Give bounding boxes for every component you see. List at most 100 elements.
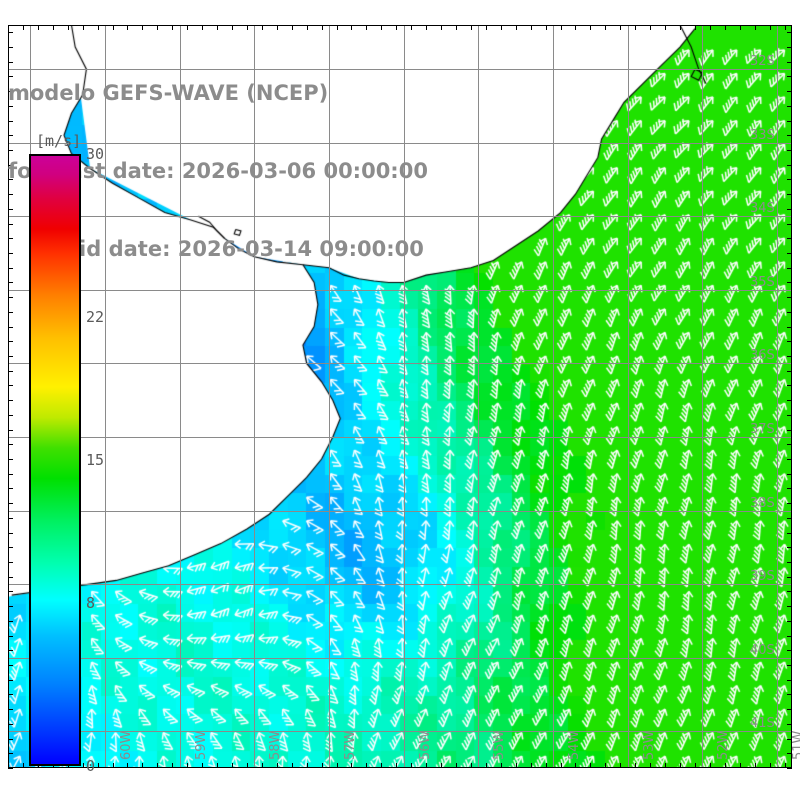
- tick-mark: [8, 370, 13, 372]
- longitude-label: 60W: [119, 730, 135, 760]
- tick-mark: [635, 25, 637, 30]
- grid-line-lon: [777, 25, 779, 768]
- grid-line-lon: [702, 25, 704, 768]
- tick-mark: [276, 25, 278, 30]
- tick-mark: [739, 763, 741, 768]
- tick-mark: [787, 47, 792, 49]
- tick-mark: [8, 91, 13, 93]
- grid-line-lat: [8, 69, 792, 71]
- tick-mark: [754, 25, 756, 30]
- tick-mark: [157, 25, 159, 30]
- tick-mark: [8, 208, 13, 210]
- tick-mark: [620, 763, 622, 768]
- tick-mark: [217, 763, 219, 768]
- tick-mark: [787, 61, 792, 63]
- tick-mark: [291, 25, 293, 30]
- tick-mark: [8, 385, 13, 387]
- tick-mark: [754, 763, 756, 768]
- tick-mark: [787, 105, 792, 107]
- longitude-label: 56W: [417, 730, 433, 760]
- tick-mark: [787, 179, 792, 181]
- tick-mark: [67, 25, 69, 30]
- tick-mark: [8, 25, 9, 30]
- tick-mark: [605, 763, 607, 768]
- tick-mark: [680, 763, 681, 768]
- longitude-label: 53W: [641, 730, 657, 760]
- tick-mark: [8, 650, 13, 652]
- grid-line-lat: [8, 657, 792, 659]
- tick-mark: [8, 414, 13, 416]
- tick-mark: [787, 253, 792, 255]
- tick-mark: [202, 763, 204, 768]
- wind-field-canvas: [8, 25, 792, 768]
- tick-mark: [787, 135, 792, 137]
- latitude-label: 32S: [750, 54, 775, 70]
- tick-mark: [485, 25, 487, 30]
- tick-mark: [291, 763, 293, 768]
- tick-mark: [232, 25, 233, 30]
- tick-mark: [739, 25, 741, 30]
- tick-mark: [97, 763, 99, 768]
- tick-mark: [351, 763, 353, 768]
- tick-mark: [157, 763, 159, 768]
- latitude-label: 38S: [750, 495, 775, 511]
- tick-mark: [8, 488, 13, 490]
- colorbar[interactable]: [29, 154, 81, 766]
- tick-mark: [8, 753, 13, 755]
- longitude-label: 59W: [193, 730, 209, 760]
- tick-mark: [246, 763, 248, 768]
- tick-mark: [8, 591, 13, 593]
- tick-mark: [8, 562, 13, 564]
- grid-line-lon: [179, 25, 181, 768]
- tick-mark: [411, 763, 413, 768]
- tick-mark: [8, 709, 13, 711]
- tick-mark: [8, 179, 13, 181]
- tick-mark: [787, 326, 792, 328]
- grid-line-lon: [627, 25, 629, 768]
- tick-mark: [8, 238, 13, 240]
- tick-mark: [787, 164, 792, 166]
- tick-mark: [8, 356, 13, 358]
- tick-mark: [456, 25, 457, 30]
- tick-mark: [321, 763, 323, 768]
- tick-mark: [8, 665, 13, 666]
- tick-mark: [351, 25, 353, 30]
- tick-mark: [97, 25, 99, 30]
- tick-mark: [787, 282, 792, 284]
- tick-mark: [456, 763, 457, 768]
- tick-mark: [426, 763, 428, 768]
- tick-mark: [787, 723, 792, 725]
- tick-mark: [112, 25, 114, 30]
- tick-mark: [787, 650, 792, 652]
- map-plot-area[interactable]: [8, 25, 792, 768]
- longitude-label: 54W: [567, 730, 583, 760]
- tick-mark: [620, 25, 622, 30]
- tick-mark: [8, 282, 13, 284]
- colorbar-gradient: [29, 154, 81, 766]
- tick-mark: [82, 25, 84, 30]
- tick-mark: [709, 25, 711, 30]
- tick-mark: [635, 763, 637, 768]
- latitude-label: 37S: [750, 421, 775, 437]
- tick-mark: [787, 694, 792, 696]
- tick-mark: [8, 517, 13, 519]
- tick-mark: [545, 25, 547, 30]
- latitude-label: 39S: [750, 569, 775, 585]
- tick-mark: [787, 517, 792, 519]
- tick-mark: [8, 105, 13, 107]
- tick-mark: [381, 25, 383, 30]
- tick-mark: [8, 164, 13, 166]
- tick-mark: [217, 25, 219, 30]
- grid-line-lat: [8, 510, 792, 512]
- tick-mark: [605, 25, 607, 30]
- tick-mark: [787, 488, 792, 490]
- tick-mark: [787, 341, 792, 343]
- tick-mark: [8, 620, 13, 622]
- tick-mark: [37, 25, 39, 30]
- tick-mark: [650, 763, 652, 768]
- tick-mark: [787, 311, 792, 313]
- tick-mark: [22, 763, 24, 768]
- latitude-label: 34S: [750, 201, 775, 217]
- tick-mark: [232, 763, 233, 768]
- longitude-label: 55W: [492, 730, 508, 760]
